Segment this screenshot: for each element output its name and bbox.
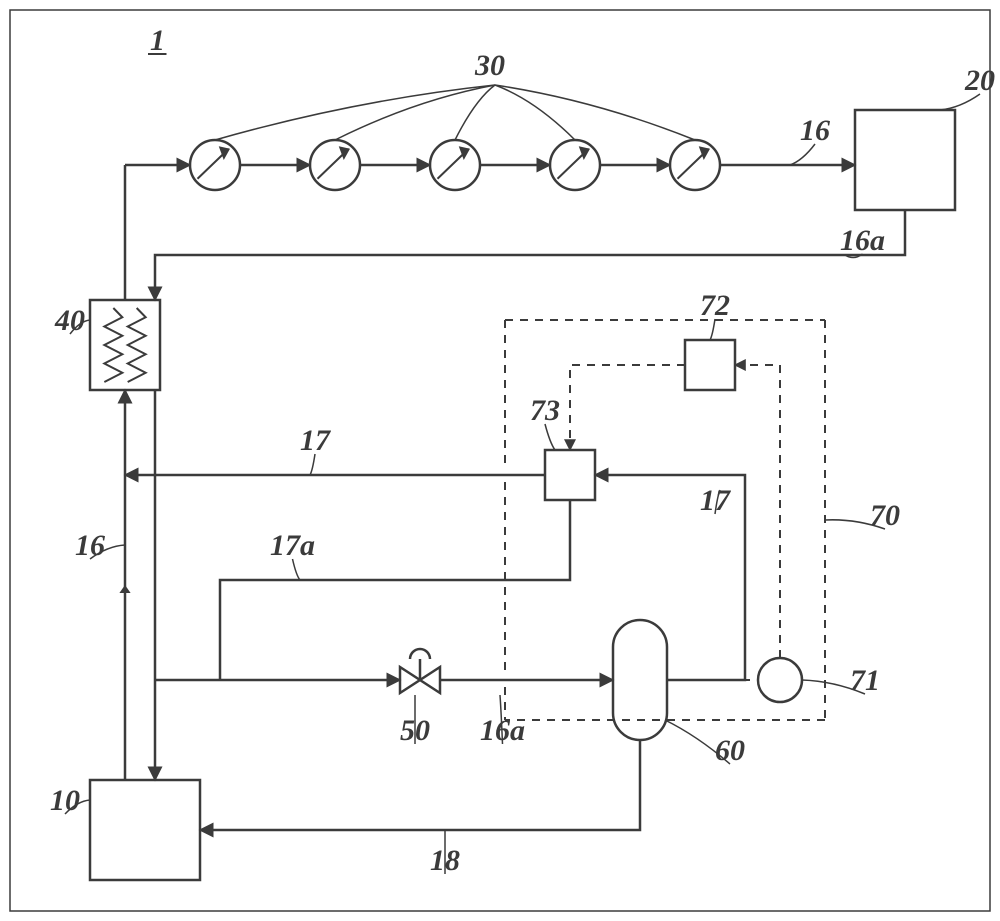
valve-cap [410, 649, 430, 659]
signal-71-72 [735, 365, 780, 658]
label-text: 30 [474, 49, 505, 82]
leader-30 [215, 85, 495, 140]
label-L60: 60 [665, 720, 745, 767]
label-text: 73 [530, 394, 560, 427]
block-73 [545, 450, 595, 500]
label-L17r: 17 [700, 484, 731, 517]
separator-60 [613, 620, 667, 740]
label-L18: 18 [430, 830, 460, 877]
label-text: 1 [150, 24, 165, 57]
label-L70: 70 [825, 499, 900, 532]
compressor-icon [430, 140, 480, 190]
heat-exchanger-40 [90, 300, 160, 390]
heat-exchanger-coil [128, 308, 146, 382]
outer-frame [10, 10, 990, 911]
label-leader [790, 144, 815, 165]
flow-arrowhead [119, 585, 130, 593]
block-20 [855, 110, 955, 210]
label-leader [545, 424, 555, 450]
label-text: 20 [964, 64, 995, 97]
block-72 [685, 340, 735, 390]
label-L73: 73 [530, 394, 560, 450]
line-16a-top [155, 210, 905, 300]
line-17a [220, 500, 570, 680]
label-L16b: 16 [75, 529, 125, 562]
label-L16a2: 16a [480, 695, 525, 747]
label-L50: 50 [400, 695, 430, 747]
diagram-canvas: 1 30 20 16 16a 40 72 73 17 17 70 16 17a 71 50 16a 60 10 18 [0, 0, 1000, 921]
block-10 [90, 780, 200, 880]
label-leader [293, 559, 301, 580]
label-L16: 16 [790, 114, 830, 165]
label-text: 72 [700, 289, 730, 322]
label-L20: 20 [940, 64, 995, 110]
label-L1: 1 [148, 24, 167, 57]
compressor-icon [310, 140, 360, 190]
sensor-71 [758, 658, 802, 702]
label-text: 16 [75, 529, 105, 562]
label-L16a1: 16a [840, 224, 885, 258]
label-text: 40 [54, 304, 85, 337]
label-L17a: 17a [270, 529, 315, 580]
label-text: 10 [50, 784, 80, 817]
label-text: 16 [800, 114, 830, 147]
label-text: 70 [870, 499, 900, 532]
label-L71: 71 [802, 664, 880, 697]
leader-30 [495, 85, 575, 140]
compressor-icon [190, 140, 240, 190]
compressor-icon [550, 140, 600, 190]
label-text: 71 [850, 664, 880, 697]
compressor-icon [670, 140, 720, 190]
label-text: 17a [270, 529, 315, 562]
label-L40: 40 [54, 304, 90, 337]
label-text: 60 [715, 734, 745, 767]
label-text: 17 [300, 424, 331, 457]
label-L10: 10 [50, 784, 90, 817]
label-L72: 72 [700, 289, 730, 340]
signal-72-73 [570, 365, 685, 450]
label-leader [710, 319, 715, 340]
label-L30: 30 [474, 49, 505, 82]
line-18 [200, 740, 640, 830]
label-L17l: 17 [300, 424, 331, 475]
label-text: 16a [840, 224, 885, 257]
heat-exchanger-coil [104, 308, 122, 382]
leader-30 [495, 85, 695, 140]
label-leader [310, 454, 315, 475]
